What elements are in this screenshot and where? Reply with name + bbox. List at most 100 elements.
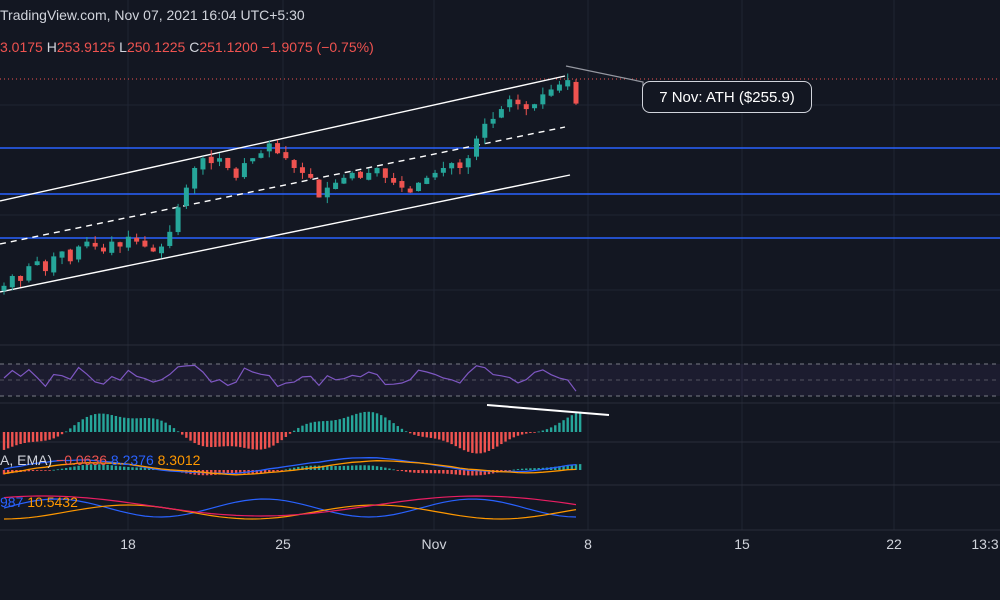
histogram-bar bbox=[102, 464, 105, 470]
histogram-bar bbox=[31, 432, 35, 442]
histogram-bar bbox=[234, 470, 238, 474]
channel-upper bbox=[0, 75, 566, 202]
histogram-bar bbox=[305, 423, 308, 432]
histogram-bar bbox=[268, 432, 271, 448]
histogram-bar bbox=[438, 470, 441, 474]
histogram-bar bbox=[201, 432, 205, 447]
histogram-bar bbox=[44, 432, 47, 441]
histogram-bar bbox=[11, 432, 14, 447]
histogram-bar bbox=[239, 432, 242, 448]
histogram-bar bbox=[400, 428, 404, 432]
histogram-bar bbox=[313, 421, 317, 432]
histogram-bar bbox=[479, 470, 482, 476]
histogram-bar bbox=[384, 417, 387, 432]
histogram-bar bbox=[168, 425, 171, 432]
candle-body bbox=[548, 89, 554, 96]
histogram-bar bbox=[483, 432, 487, 453]
histogram-bar bbox=[301, 466, 304, 470]
candle-body bbox=[109, 241, 115, 253]
x-tick-label: 15 bbox=[734, 536, 750, 552]
histogram-bar bbox=[525, 468, 528, 470]
histogram-bar bbox=[355, 465, 358, 470]
rising-channel[interactable] bbox=[0, 75, 571, 293]
histogram-bar bbox=[334, 466, 337, 470]
candle-body bbox=[382, 168, 388, 178]
channel-mid bbox=[0, 126, 566, 245]
histogram-bar bbox=[118, 416, 122, 432]
candle-body bbox=[266, 143, 272, 152]
histogram-bar bbox=[496, 432, 499, 447]
candle-body bbox=[465, 158, 471, 168]
support-levels[interactable] bbox=[0, 147, 1000, 239]
histogram-bar bbox=[52, 469, 55, 471]
candle-body bbox=[150, 247, 156, 252]
histogram-bar bbox=[429, 470, 433, 474]
candle-body bbox=[167, 231, 173, 246]
histogram-bar bbox=[475, 470, 478, 476]
rsi-line bbox=[3, 364, 577, 392]
histogram-bar bbox=[127, 467, 130, 470]
ath-callout[interactable]: 7 Nov: ATH ($255.9) bbox=[642, 81, 812, 113]
histogram-bar bbox=[93, 414, 97, 432]
candle-body bbox=[26, 266, 32, 281]
histogram-bar bbox=[48, 432, 51, 440]
histogram-bar bbox=[77, 465, 80, 470]
histogram-bar bbox=[330, 420, 333, 432]
histogram-bar bbox=[442, 470, 445, 474]
x-tick-label: 18 bbox=[120, 536, 136, 552]
histogram-bar bbox=[56, 432, 60, 437]
dmi-legend: 987 10.5432 bbox=[0, 494, 78, 510]
ohlc-high: 253.9125 bbox=[56, 39, 116, 55]
histogram-bar bbox=[442, 432, 445, 441]
histogram-bar bbox=[363, 411, 366, 432]
histogram-bar bbox=[454, 432, 457, 447]
histogram-bar bbox=[35, 470, 39, 471]
histogram-bar bbox=[301, 425, 304, 432]
histogram-bar bbox=[388, 420, 391, 432]
candle-body bbox=[333, 182, 339, 190]
macd-line bbox=[3, 457, 577, 475]
histogram-bar bbox=[89, 464, 93, 470]
histogram-bar bbox=[263, 470, 267, 474]
histogram-bar bbox=[554, 466, 557, 470]
histogram-bar bbox=[446, 470, 449, 474]
histogram-bar bbox=[239, 470, 242, 474]
macd-line-value: 8.2376 bbox=[110, 452, 154, 468]
candle-body bbox=[407, 188, 413, 193]
histogram-bar bbox=[512, 469, 516, 471]
candle-body bbox=[84, 241, 90, 247]
histogram-bar bbox=[123, 466, 126, 470]
histogram-bar bbox=[40, 470, 43, 471]
histogram-bar bbox=[292, 430, 296, 432]
histogram-bar bbox=[504, 432, 507, 442]
candle-body bbox=[498, 109, 504, 118]
histogram-bar bbox=[342, 465, 346, 470]
histogram-bar bbox=[152, 418, 155, 432]
histogram-bar bbox=[525, 432, 528, 434]
histogram-bar bbox=[454, 470, 457, 475]
dmi-value-2: 10.5432 bbox=[27, 494, 78, 510]
candle-body bbox=[573, 81, 579, 104]
histogram-bar bbox=[388, 468, 391, 470]
histogram-bar bbox=[520, 468, 524, 470]
candle-body bbox=[316, 179, 322, 198]
histogram-bar bbox=[396, 426, 399, 432]
candle-body bbox=[399, 181, 405, 188]
histogram-bar bbox=[549, 427, 553, 432]
candle-body bbox=[532, 104, 538, 109]
histogram-bar bbox=[185, 432, 188, 438]
histogram-bar bbox=[131, 418, 134, 432]
candle-body bbox=[241, 163, 247, 178]
histogram-bar bbox=[288, 432, 292, 434]
candle-body bbox=[415, 182, 421, 192]
divergence-line[interactable] bbox=[486, 404, 610, 416]
histogram-bar bbox=[421, 432, 424, 437]
histogram-bar bbox=[19, 432, 22, 444]
histogram-bar bbox=[292, 467, 296, 470]
histogram-bar bbox=[218, 470, 221, 475]
candle-body bbox=[125, 236, 131, 248]
histogram-bar bbox=[31, 470, 35, 472]
histogram-bar bbox=[371, 412, 375, 432]
histogram-bar bbox=[81, 419, 84, 432]
